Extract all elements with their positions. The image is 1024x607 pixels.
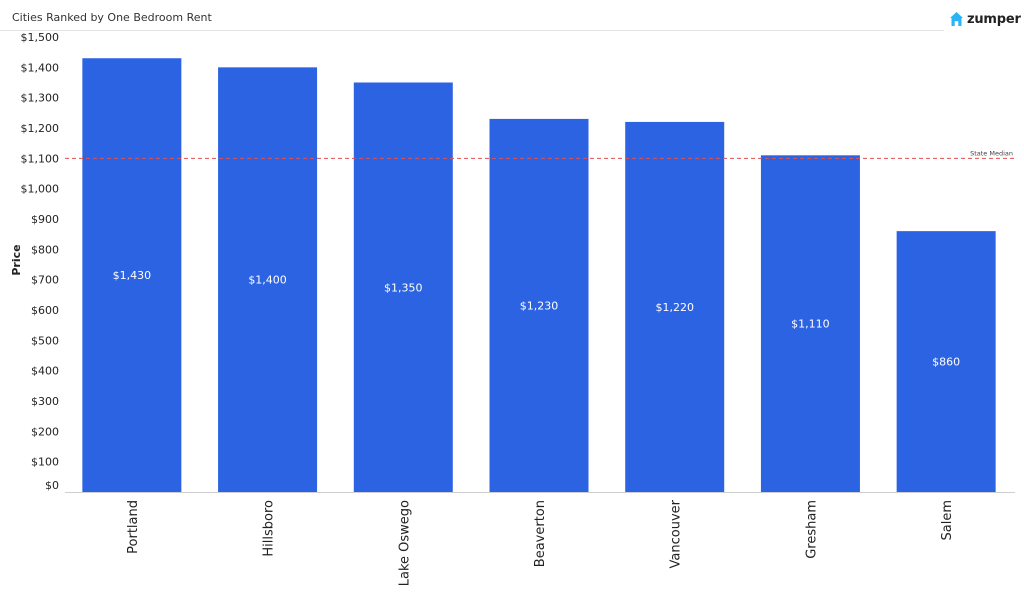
x-tick-label: Gresham bbox=[804, 500, 819, 559]
bar[interactable] bbox=[896, 231, 996, 492]
brand-logo: zumper bbox=[949, 9, 1021, 29]
y-tick-label: $1,100 bbox=[21, 152, 60, 165]
bar-value-label: $1,110 bbox=[791, 318, 830, 331]
bar[interactable] bbox=[353, 82, 453, 493]
y-tick-label: $200 bbox=[31, 425, 59, 438]
bar[interactable] bbox=[489, 118, 589, 493]
y-tick-label: $800 bbox=[31, 243, 59, 256]
bar-value-label: $1,400 bbox=[248, 274, 287, 287]
bar-value-label: $1,430 bbox=[113, 269, 152, 282]
bar-value-label: $860 bbox=[932, 356, 960, 369]
y-tick-label: $1,200 bbox=[21, 122, 60, 135]
y-tick-label: $900 bbox=[31, 213, 59, 226]
house-icon bbox=[950, 12, 963, 26]
y-tick-label: $1,000 bbox=[21, 183, 60, 196]
y-tick-label: $500 bbox=[31, 334, 59, 347]
y-tick-label: $300 bbox=[31, 395, 59, 408]
y-tick-label: $600 bbox=[31, 304, 59, 317]
reference-line-group: State Median bbox=[65, 149, 1015, 159]
y-tick-label: $1,500 bbox=[21, 31, 60, 44]
brand-name: zumper bbox=[967, 11, 1021, 27]
x-axis: Portland Hillsboro Lake Oswego Beaverton Van… bbox=[65, 492, 1015, 586]
x-tick-label: Portland bbox=[126, 500, 141, 554]
x-tick-label: Beaverton bbox=[533, 500, 548, 567]
bar-value-label: $1,220 bbox=[655, 301, 694, 314]
y-tick-label: $100 bbox=[31, 456, 59, 469]
bar[interactable] bbox=[82, 58, 182, 492]
y-axis-label: Price bbox=[10, 244, 23, 275]
state-median-label: State Median bbox=[970, 149, 1013, 157]
y-tick-label: $400 bbox=[31, 365, 59, 378]
bar[interactable] bbox=[625, 121, 725, 492]
bar-value-label: $1,230 bbox=[520, 299, 559, 312]
y-tick-label: $1,300 bbox=[21, 92, 60, 105]
y-axis: $0 $100 $200 $300 $400 $500 $600 $700 $800 $900 $1… bbox=[21, 31, 60, 492]
y-tick-label: $0 bbox=[45, 479, 59, 492]
bar[interactable] bbox=[760, 155, 860, 493]
y-tick-label: $1,400 bbox=[21, 61, 60, 74]
x-tick-label: Vancouver bbox=[669, 499, 684, 568]
title-divider bbox=[0, 30, 944, 31]
bar-value-label: $1,350 bbox=[384, 281, 423, 294]
x-tick-label: Hillsboro bbox=[262, 500, 277, 557]
y-tick-label: $700 bbox=[31, 274, 59, 287]
bar[interactable] bbox=[218, 67, 318, 492]
x-tick-label: Salem bbox=[940, 500, 955, 541]
bars: $1,430 $1,400 $1,350 $1,230 $1,220 $1,110 $860 bbox=[82, 58, 996, 493]
x-tick-label: Lake Oswego bbox=[397, 500, 412, 586]
chart-title: Cities Ranked by One Bedroom Rent bbox=[12, 11, 212, 24]
